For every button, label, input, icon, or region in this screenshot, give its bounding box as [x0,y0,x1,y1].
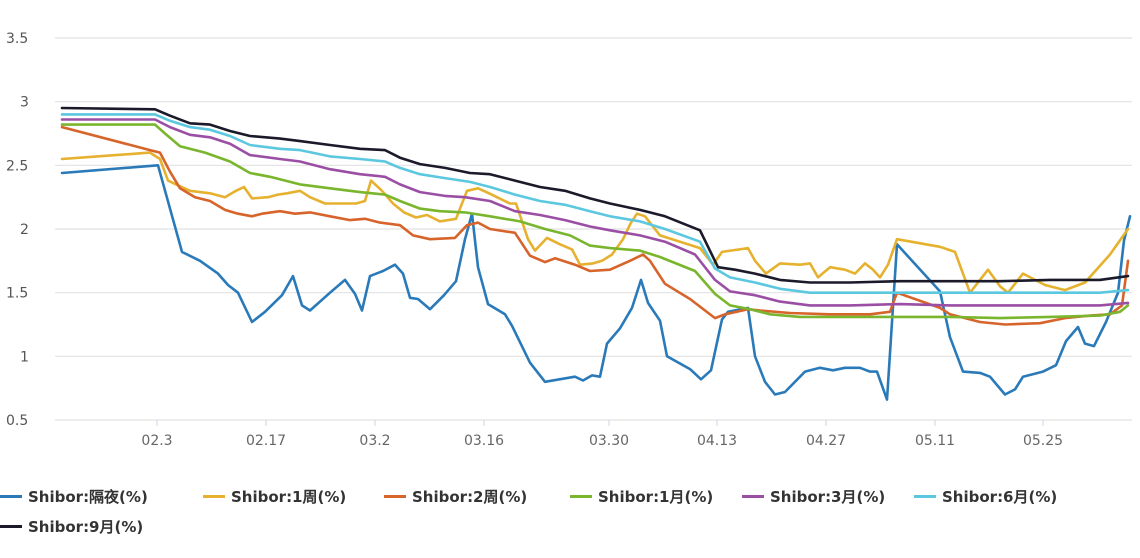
x-tick-label: 02.17 [246,433,286,449]
series-layer [60,106,1132,401]
y-tick-label: 0.5 [6,413,28,429]
line-swatch-icon [203,495,225,498]
line-swatch-icon [0,495,22,498]
y-tick-label: 1 [20,349,29,365]
legend-item-9m[interactable]: Shibor:9月(%) [0,516,143,537]
series-line-3[interactable] [60,123,1130,320]
y-tick-label: 2.5 [6,158,28,174]
y-axis: 3.5 3 2.5 2 1.5 1 0.5 [6,31,29,429]
y-tick-label: 2 [20,222,29,238]
legend-item-1m[interactable]: Shibor:1月(%) [570,486,713,507]
line-swatch-icon [570,495,592,498]
legend-label: Shibor:3月(%) [770,488,886,506]
legend-label: Shibor:6月(%) [942,488,1058,506]
y-tick-label: 3 [20,95,29,111]
x-tick-label: 03.2 [359,433,390,449]
legend-label: Shibor:2周(%) [412,488,528,506]
series-line-1[interactable] [60,151,1130,294]
line-swatch-icon [914,495,936,498]
legend-label: Shibor:1周(%) [231,488,347,506]
series-line-0[interactable] [60,164,1132,401]
legend-item-overnight[interactable]: Shibor:隔夜(%) [0,486,148,507]
legend-label: Shibor:隔夜(%) [28,488,148,506]
line-swatch-icon [0,525,22,528]
legend-label: Shibor:1月(%) [598,488,714,506]
series-line-4[interactable] [60,118,1130,307]
legend-item-1w[interactable]: Shibor:1周(%) [203,486,346,507]
x-tick-label: 04.27 [806,433,846,449]
legend-label: Shibor:9月(%) [28,518,144,536]
y-tick-label: 3.5 [6,31,28,47]
gridlines [55,37,1132,421]
x-tick-label: 03.30 [589,433,629,449]
series-line-6[interactable] [60,106,1130,284]
x-axis: 02.3 02.17 03.2 03.16 03.30 04.13 04.27 05.11 05… [141,420,1063,449]
legend-item-6m[interactable]: Shibor:6月(%) [914,486,1057,507]
line-swatch-icon [742,495,764,498]
y-tick-label: 1.5 [6,286,28,302]
series-line-5[interactable] [60,113,1130,294]
x-tick-label: 04.13 [697,433,737,449]
series-line-2[interactable] [60,125,1130,326]
legend-item-3m[interactable]: Shibor:3月(%) [742,486,885,507]
legend-item-2w[interactable]: Shibor:2周(%) [384,486,527,507]
x-tick-label: 03.16 [464,433,504,449]
x-tick-label: 05.11 [915,433,955,449]
x-tick-label: 02.3 [141,433,172,449]
x-tick-label: 05.25 [1023,433,1063,449]
line-chart: 3.532.521.510.5 02.3 02.17 03.2 03.16 03.30 0… [6,31,1132,449]
line-swatch-icon [384,495,406,498]
